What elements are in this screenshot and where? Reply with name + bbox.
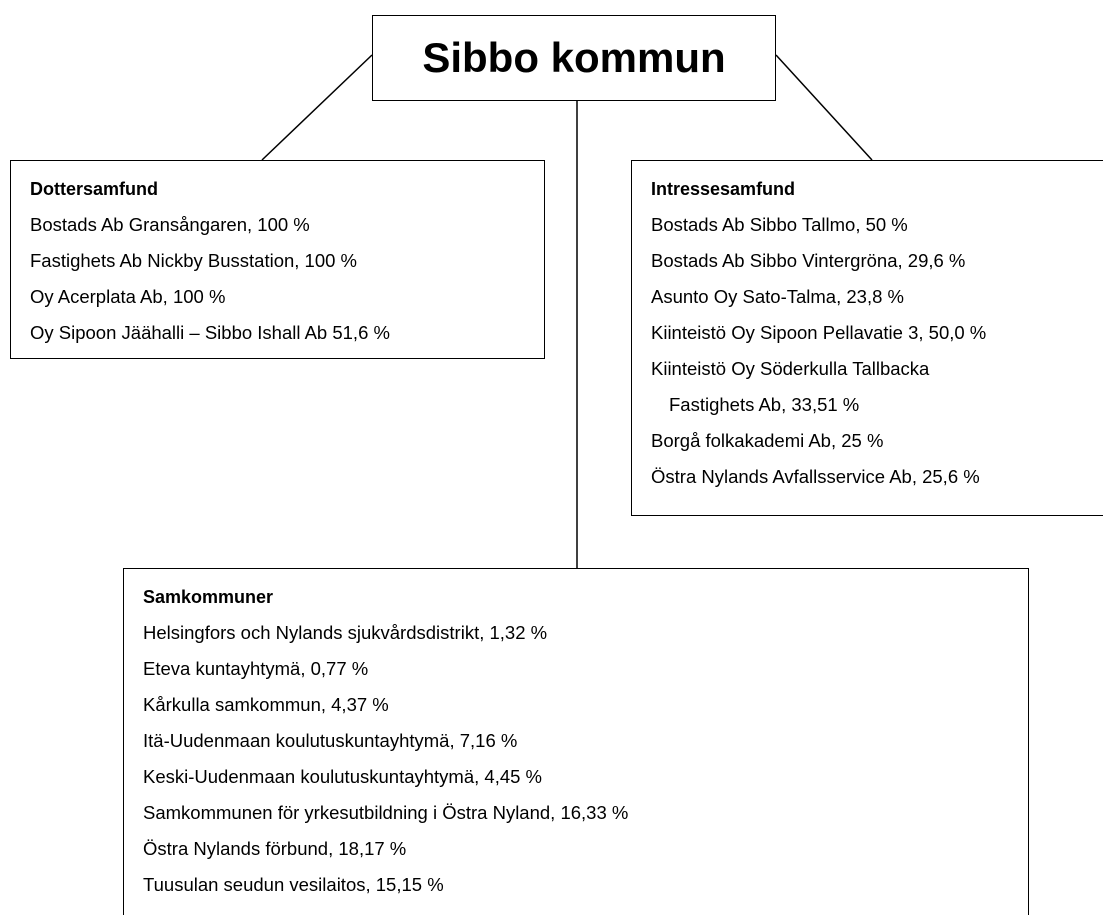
- root-node: Sibbo kommun: [372, 15, 776, 101]
- group-item: Tuusulan seudun vesilaitos, 15,15 %: [143, 874, 444, 895]
- group-title: Intressesamfund: [651, 179, 796, 199]
- group-item: Östra Nylands förbund, 18,17 %: [143, 838, 407, 859]
- group-box: Dottersamfund Bostads Ab Gransångaren, 10…: [10, 160, 545, 359]
- group-item: Kiinteistö Oy Söderkulla Tallbacka: [651, 358, 930, 379]
- group-item: Bostads Ab Sibbo Vintergröna, 29,6 %: [651, 250, 966, 271]
- group-box: Samkommuner Helsingfors och Nylands sjukv…: [123, 568, 1029, 915]
- group-item: Oy Acerplata Ab, 100 %: [30, 286, 226, 307]
- group-item: Samkommunen för yrkesutbildning i Östra …: [143, 802, 629, 823]
- group-item: Asunto Oy Sato-Talma, 23,8 %: [651, 286, 904, 307]
- group-item: Oy Sipoon Jäähalli – Sibbo Ishall Ab 51,…: [30, 322, 390, 343]
- group-item: Östra Nylands Avfallsservice Ab, 25,6 %: [651, 466, 980, 487]
- group-item: Kiinteistö Oy Sipoon Pellavatie 3, 50,0 …: [651, 322, 987, 343]
- group-box: Intressesamfund Bostads Ab Sibbo Tallmo, …: [631, 160, 1103, 516]
- group-item: Borgå folkakademi Ab, 25 %: [651, 430, 884, 451]
- group-item: Bostads Ab Gransångaren, 100 %: [30, 214, 310, 235]
- connector: [261, 54, 373, 161]
- group-title: Samkommuner: [143, 587, 274, 607]
- group-title: Dottersamfund: [30, 179, 159, 199]
- connector: [775, 54, 873, 161]
- group-item: Bostads Ab Sibbo Tallmo, 50 %: [651, 214, 908, 235]
- group-item: Itä-Uudenmaan koulutuskuntayhtymä, 7,16 …: [143, 730, 518, 751]
- group-item: Helsingfors och Nylands sjukvårdsdistrik…: [143, 622, 548, 643]
- group-item: Kårkulla samkommun, 4,37 %: [143, 694, 389, 715]
- group-item: Keski-Uudenmaan koulutuskuntayhtymä, 4,4…: [143, 766, 542, 787]
- group-item: Fastighets Ab, 33,51 %: [669, 394, 860, 415]
- group-item: Fastighets Ab Nickby Busstation, 100 %: [30, 250, 358, 271]
- group-item: Eteva kuntayhtymä, 0,77 %: [143, 658, 369, 679]
